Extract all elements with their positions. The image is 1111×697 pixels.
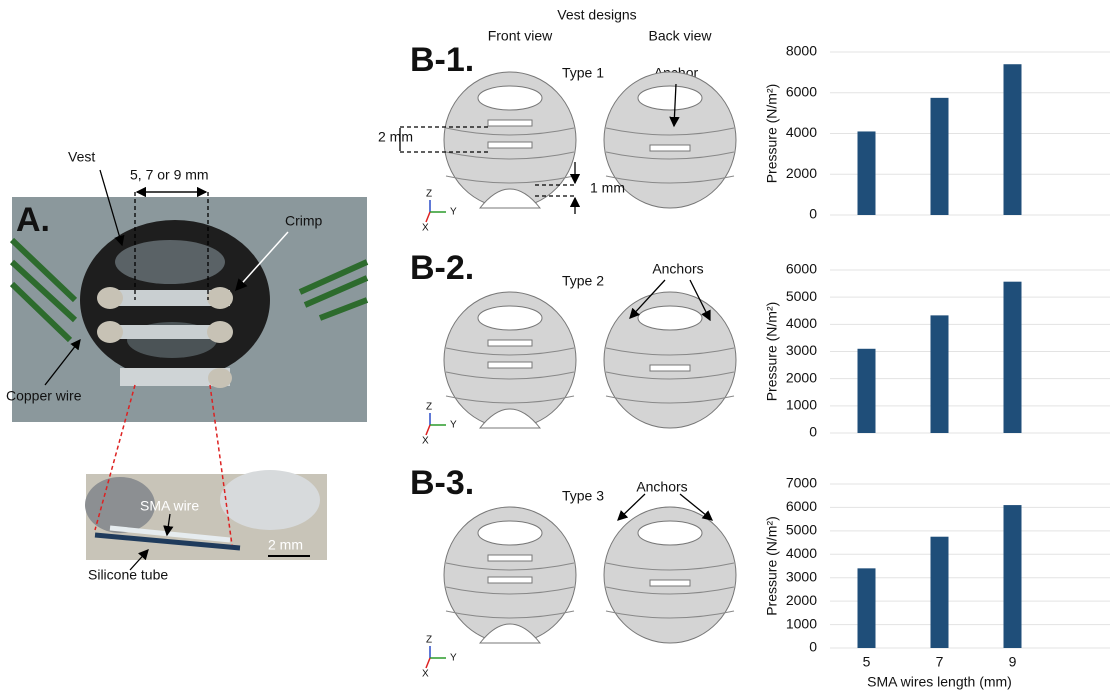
- y-axis-label: Pressure (N/m²): [764, 516, 780, 616]
- y-tick-label: 2000: [786, 592, 817, 608]
- top-hole: [478, 86, 542, 110]
- y-tick-label: 4000: [786, 315, 817, 331]
- axis-letter: X: [422, 223, 429, 234]
- slot: [488, 142, 532, 148]
- y-tick-label: 6000: [786, 261, 817, 277]
- axis-letter: Z: [426, 635, 432, 646]
- annotation: Crimp: [285, 213, 323, 229]
- column-header: Back view: [648, 28, 712, 44]
- y-tick-label: 0: [809, 639, 817, 655]
- y-tick-label: 6000: [786, 83, 817, 99]
- back-view: [604, 292, 736, 428]
- y-axis-label: Pressure (N/m²): [764, 302, 780, 402]
- bar: [1004, 505, 1022, 648]
- x-tick-label: 5: [863, 654, 871, 670]
- y-tick-label: 2000: [786, 165, 817, 181]
- axis-letter: Z: [426, 402, 432, 413]
- type-label: Type 2: [562, 273, 604, 289]
- slot: [488, 555, 532, 561]
- slot: [650, 580, 690, 586]
- annotation: Vest: [68, 149, 95, 165]
- y-tick-label: 8000: [786, 43, 817, 59]
- column-header: Front view: [488, 28, 553, 44]
- bar-chart: 0 1000 2000 3000 4000 5000 6000 7000 Pressure (N…: [764, 475, 1110, 690]
- row-label: B-3.: [410, 464, 474, 502]
- x-axis-label: SMA wires length (mm): [867, 674, 1012, 690]
- y-tick-label: 5000: [786, 288, 817, 304]
- charts: 0 2000 4000 6000 8000 Pressure (N/m²) 0 1000 200…: [764, 43, 1110, 690]
- panel-title: Vest designs: [557, 7, 636, 23]
- annotation: SMA wire: [140, 498, 199, 514]
- y-tick-label: 6000: [786, 498, 817, 514]
- bar-chart: 0 2000 4000 6000 8000 Pressure (N/m²): [764, 43, 1110, 222]
- slot: [488, 362, 532, 368]
- axis-letter: Y: [450, 420, 457, 431]
- slot: [650, 145, 690, 151]
- axis-letter: X: [422, 669, 429, 680]
- x-tick-label: 9: [1009, 654, 1017, 670]
- y-tick-label: 1000: [786, 615, 817, 631]
- bar: [858, 349, 876, 433]
- figure: A. Vest 5, 7 or 9 mm Crimp Copper wire S…: [0, 0, 1111, 692]
- row-label: B-2.: [410, 249, 474, 287]
- panel-label: A.: [16, 201, 50, 239]
- annotation: Copper wire: [6, 388, 82, 404]
- annotation: 2 mm: [268, 537, 303, 553]
- design-rows: B-1.Type 1AnchorZYXB-2.Type 2AnchorsZYXB…: [410, 41, 736, 680]
- y-tick-label: 4000: [786, 124, 817, 140]
- y-tick-label: 7000: [786, 475, 817, 491]
- y-tick-label: 3000: [786, 342, 817, 358]
- y-tick-label: 1000: [786, 397, 817, 413]
- type-label: Type 3: [562, 488, 604, 504]
- bar: [1004, 64, 1022, 215]
- slot: [488, 120, 532, 126]
- front-view: [444, 507, 576, 643]
- y-tick-label: 4000: [786, 545, 817, 561]
- axis-x: [426, 212, 430, 222]
- y-tick-label: 5000: [786, 522, 817, 538]
- slot: [650, 365, 690, 371]
- y-tick-label: 3000: [786, 568, 817, 584]
- slot: [488, 340, 532, 346]
- y-tick-label: 0: [809, 206, 817, 222]
- annotation: 5, 7 or 9 mm: [130, 167, 209, 183]
- front-view: [444, 72, 576, 208]
- type-label: Type 1: [562, 65, 604, 81]
- top-hole: [478, 306, 542, 330]
- bar: [858, 131, 876, 215]
- y-tick-label: 2000: [786, 369, 817, 385]
- bar: [858, 568, 876, 648]
- top-hole: [638, 306, 702, 330]
- anchor-label: Anchors: [636, 479, 687, 495]
- axis-letter: Z: [426, 189, 432, 200]
- anchor-label: Anchors: [652, 261, 703, 277]
- back-view: [604, 507, 736, 643]
- axis-x: [426, 425, 430, 435]
- top-hole: [638, 521, 702, 545]
- axis-letter: Y: [450, 653, 457, 664]
- top-hole: [638, 86, 702, 110]
- bar: [931, 537, 949, 648]
- axis-letter: Y: [450, 207, 457, 218]
- bar: [1004, 282, 1022, 433]
- bar-chart: 0 1000 2000 3000 4000 5000 6000 Pressure (N/m²): [764, 261, 1110, 440]
- axis-x: [426, 658, 430, 668]
- slot: [488, 577, 532, 583]
- annotation: Silicone tube: [88, 567, 168, 583]
- dimension: 1 mm: [590, 180, 625, 196]
- bar: [931, 315, 949, 433]
- top-hole: [478, 521, 542, 545]
- row-label: B-1.: [410, 41, 474, 79]
- axis-letter: X: [422, 436, 429, 447]
- dimension: 2 mm: [378, 129, 413, 145]
- bar: [931, 98, 949, 215]
- y-tick-label: 0: [809, 424, 817, 440]
- x-tick-label: 7: [936, 654, 944, 670]
- y-axis-label: Pressure (N/m²): [764, 84, 780, 184]
- front-view: [444, 292, 576, 428]
